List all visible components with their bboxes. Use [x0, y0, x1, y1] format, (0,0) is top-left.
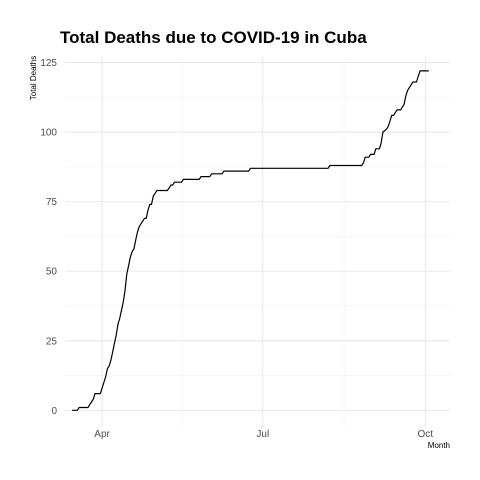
x-axis-title: Month — [428, 441, 450, 450]
y-tick-label: 125 — [40, 58, 57, 69]
grid-major — [65, 57, 450, 427]
grid-minor — [65, 57, 450, 427]
y-tick-labels: 0 25 50 75 100 125 — [40, 58, 57, 417]
x-tick-label: Apr — [94, 429, 110, 440]
y-axis-title: Total Deaths — [29, 56, 38, 100]
x-tick-label: Oct — [417, 429, 433, 440]
chart-title: Total Deaths due to COVID-19 in Cuba — [60, 28, 367, 47]
y-tick-label: 0 — [51, 406, 57, 417]
series-line-total-deaths — [72, 70, 429, 411]
y-tick-label: 25 — [46, 336, 58, 347]
x-tick-label: Jul — [256, 429, 269, 440]
y-tick-label: 75 — [46, 197, 58, 208]
y-tick-label: 100 — [40, 128, 57, 139]
x-tick-labels: Apr Jul Oct — [94, 429, 433, 440]
series-layer — [72, 70, 429, 411]
y-tick-label: 50 — [46, 267, 58, 278]
